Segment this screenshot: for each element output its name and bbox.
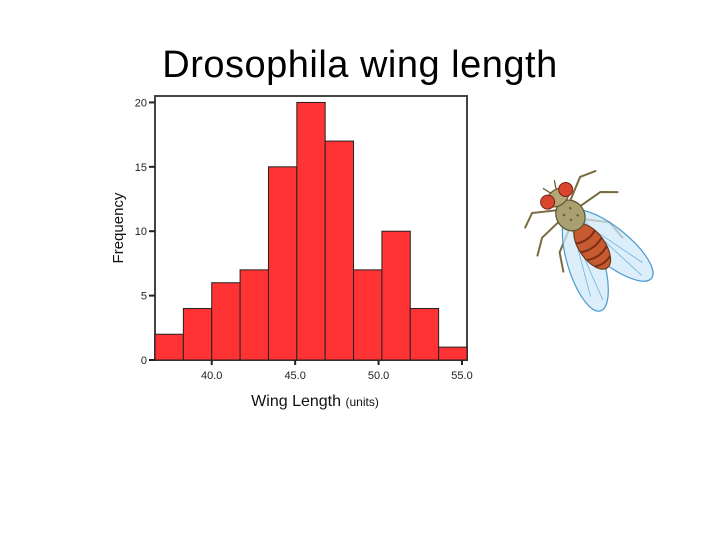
- histogram-bar: [353, 269, 383, 361]
- x-tick-label: 55.0: [451, 370, 472, 382]
- y-axis-label: Frequency: [110, 192, 127, 263]
- histogram-bar: [381, 230, 411, 361]
- axis-ticks: 0 5 10 15 20 40.0 45.0 50.0 55.0: [135, 97, 473, 382]
- x-axis-label-main: Wing Length: [251, 393, 341, 410]
- histogram-bar: [154, 333, 184, 361]
- page-title: Drosophila wing length: [162, 44, 558, 86]
- x-axis-label-unit: (units): [345, 395, 378, 409]
- histogram-bar: [438, 346, 468, 361]
- histogram-bar: [211, 282, 241, 361]
- x-tick-label: 45.0: [284, 370, 305, 382]
- y-tick-label: 20: [135, 97, 147, 109]
- histogram-bar: [267, 166, 298, 361]
- y-tick-label: 15: [135, 162, 147, 174]
- x-axis-label: Wing Length (units): [251, 393, 379, 410]
- histogram-bar: [409, 307, 440, 361]
- histogram-bar: [296, 101, 326, 361]
- histogram-bar: [239, 269, 269, 361]
- x-tick-label: 40.0: [201, 370, 222, 382]
- histogram-bar: [182, 307, 213, 361]
- x-tick-label: 50.0: [368, 370, 389, 382]
- y-tick-label: 10: [135, 226, 147, 238]
- histogram-bars: [154, 101, 468, 361]
- fruit-fly-icon: [524, 170, 654, 312]
- y-tick-label: 0: [141, 355, 147, 367]
- y-tick-label: 5: [141, 291, 147, 303]
- histogram-bar: [324, 140, 355, 361]
